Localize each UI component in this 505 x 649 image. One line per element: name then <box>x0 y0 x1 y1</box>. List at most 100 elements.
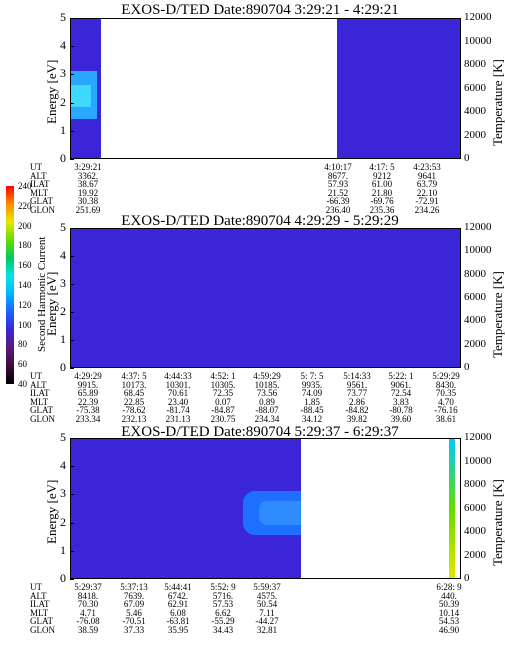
ephemeris-value: 4:44:33 <box>164 371 192 381</box>
ephemeris-value: 70.35 <box>435 388 457 398</box>
ephemeris-value: 0.07 <box>215 396 231 407</box>
ephemeris-value: 57.53 <box>212 599 234 609</box>
ephemeris-value: 9641 <box>418 170 436 181</box>
ephemeris-value: 39.60 <box>390 413 412 424</box>
y2tick-label: 6000 <box>464 291 486 303</box>
ephemeris-value: 5716. <box>212 590 234 601</box>
row-label: GLON <box>30 624 55 635</box>
ephemeris-value: 50.39 <box>438 599 460 609</box>
row-label: MLT <box>30 396 49 407</box>
ephemeris-value: 38.61 <box>435 413 457 424</box>
ephemeris-value: 30.38 <box>77 196 99 206</box>
ephemeris-value: 4:23:53 <box>413 162 441 172</box>
ytick-mark <box>70 438 74 439</box>
ephemeris-value: 73.56 <box>256 388 278 398</box>
ephemeris-value: 5:29:29 <box>432 371 460 381</box>
colorbar-tick-label: 40 <box>18 379 27 389</box>
y2tick-label: 6000 <box>464 81 486 94</box>
ephemeris-value: -72.91 <box>415 196 439 206</box>
ephemeris-value: 63.79 <box>416 179 438 189</box>
ytick-label: 4 <box>60 458 66 473</box>
ytick-label: 4 <box>60 248 66 262</box>
ephemeris-value: 234.34 <box>254 413 280 424</box>
panel-3-y2label: Temperature [K] <box>490 479 505 566</box>
row-label: UT <box>30 162 42 172</box>
ytick-mark <box>70 74 74 76</box>
ephemeris-value: 8418. <box>77 590 99 601</box>
y2tick-label: 0 <box>464 572 470 584</box>
ephemeris-value: 70.30 <box>77 599 99 609</box>
ephemeris-value: 1.85 <box>304 396 320 407</box>
panel-3-title: EXOS-D/TED Date:890704 5:29:37 - 6:29:37 <box>121 424 399 440</box>
row-label: GLAT <box>30 405 53 415</box>
row-label: GLAT <box>30 616 53 626</box>
y2tick-label: 2000 <box>464 337 486 350</box>
y2tick-label: 4000 <box>464 525 486 537</box>
ephemeris-value: 21.80 <box>371 187 393 198</box>
ephemeris-value: 9915. <box>77 379 99 390</box>
ephemeris-value: 4:29:29 <box>74 371 102 381</box>
ephemeris-value: 10305. <box>210 379 236 390</box>
ephemeris-value: -88.07 <box>255 405 279 415</box>
ephemeris-value: -81.74 <box>166 405 190 415</box>
ephemeris-value: 3:29:21 <box>74 162 102 172</box>
ephemeris-value: -78.62 <box>122 405 146 415</box>
ephemeris-value: 4:17: 5 <box>369 162 395 172</box>
ytick-mark <box>70 368 74 369</box>
ephemeris-value: 235.36 <box>369 204 395 215</box>
ephemeris-value: 440. <box>441 590 457 601</box>
ephemeris-value: 65.89 <box>77 388 99 398</box>
ephemeris-value: 70.61 <box>167 388 189 398</box>
ytick-mark <box>70 256 74 257</box>
panel-3-data-segment-b <box>449 439 455 578</box>
ytick-label: 4 <box>60 38 66 53</box>
row-label: GLAT <box>30 196 53 206</box>
ephemeris-value: 72.54 <box>390 388 412 398</box>
ephemeris-value: 6:28: 9 <box>436 582 462 592</box>
ephemeris-value: 251.69 <box>75 204 101 215</box>
ephemeris-value: 7639. <box>123 590 145 601</box>
ephemeris-value: 236.40 <box>325 204 351 215</box>
row-label: MLT <box>30 187 49 198</box>
row-label: ALT <box>30 379 47 390</box>
row-label: GLON <box>30 204 55 215</box>
ephemeris-value: 23.40 <box>167 396 189 407</box>
ephemeris-value: -76.16 <box>434 405 458 415</box>
ytick-label: 2 <box>60 94 66 109</box>
panel-1-title: EXOS-D/TED Date:890704 3:29:21 - 4:29:21 <box>121 2 399 18</box>
ephemeris-value: 38.67 <box>77 179 99 189</box>
ephemeris-value: -75.38 <box>76 405 100 415</box>
y2tick-label: 2000 <box>464 128 486 141</box>
colorbar-tick-label: 140 <box>18 280 32 290</box>
ytick-mark <box>70 18 74 19</box>
colorbar-tick-label: 160 <box>18 260 32 271</box>
ephemeris-value: -76.08 <box>76 616 100 626</box>
ephemeris-value: 21.52 <box>327 187 349 198</box>
colorbar <box>6 186 14 384</box>
panel-3-enhancement-core <box>259 501 301 525</box>
panel-1-enhancement-core <box>71 85 91 107</box>
ytick-mark <box>70 494 74 496</box>
ytick-mark <box>70 550 74 552</box>
row-label: MLT <box>30 607 49 618</box>
ytick-mark <box>70 228 74 229</box>
row-label: ALT <box>30 590 47 601</box>
y2tick-label: 0 <box>464 152 470 164</box>
ephemeris-value: -55.29 <box>211 616 235 626</box>
ephemeris-value: 6.08 <box>170 607 186 618</box>
ephemeris-value: 5: 7: 5 <box>300 371 324 381</box>
ephemeris-value: 54.53 <box>438 616 460 626</box>
ytick-mark <box>70 284 74 285</box>
ytick-mark <box>70 102 74 104</box>
y2tick-label: 12000 <box>464 11 492 23</box>
ephemeris-value: 35.95 <box>167 624 189 635</box>
ephemeris-value: 4.71 <box>80 607 96 618</box>
ytick-mark <box>70 579 74 580</box>
ytick-label: 5 <box>60 10 66 24</box>
ephemeris-value: -69.76 <box>370 196 394 206</box>
y2tick-label: 12000 <box>464 431 492 443</box>
ephemeris-value: 57.93 <box>327 179 349 189</box>
ephemeris-value: 34.43 <box>212 624 234 635</box>
ephemeris-value: 61.00 <box>371 179 393 189</box>
ytick-label: 1 <box>60 332 66 346</box>
